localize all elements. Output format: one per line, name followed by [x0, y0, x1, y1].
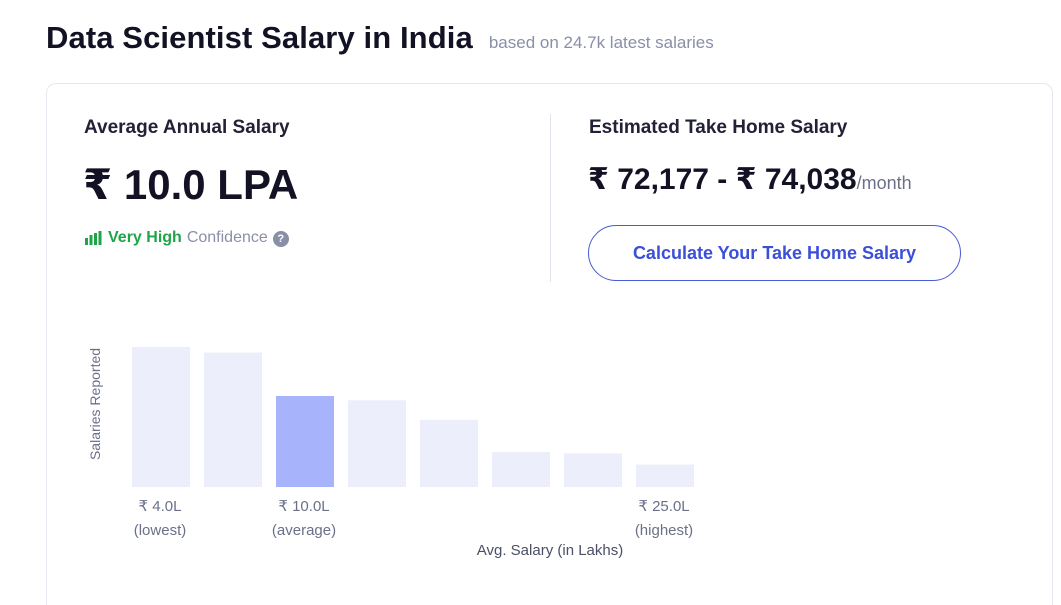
take-home-value: ₹ 72,177 - ₹ 74,038 /month — [588, 162, 912, 197]
take-home-range: ₹ 72,177 - ₹ 74,038 — [588, 163, 857, 196]
calculate-take-home-button[interactable]: Calculate Your Take Home Salary — [588, 225, 961, 281]
average-salary-label: Average Annual Salary — [84, 117, 290, 138]
take-home-label: Estimated Take Home Salary — [589, 117, 848, 138]
page-title: Data Scientist Salary in India — [46, 20, 473, 55]
bar-chart-icon — [84, 231, 102, 245]
confidence-indicator: Very High Confidence ? — [84, 229, 289, 247]
take-home-unit: /month — [856, 173, 912, 193]
page-subtitle: based on 24.7k latest salaries — [488, 33, 714, 52]
confidence-level: Very High — [108, 229, 182, 246]
confidence-label: Confidence — [186, 229, 268, 246]
page-heading: Data Scientist Salary in India based on … — [46, 20, 714, 56]
average-salary-value: ₹ 10.0 LPA — [83, 161, 299, 208]
question-circle-icon[interactable]: ? — [272, 231, 289, 247]
vertical-divider — [550, 114, 551, 282]
salary-card: Average Annual Salary ₹ 10.0 LPA Very Hi… — [46, 83, 1053, 605]
